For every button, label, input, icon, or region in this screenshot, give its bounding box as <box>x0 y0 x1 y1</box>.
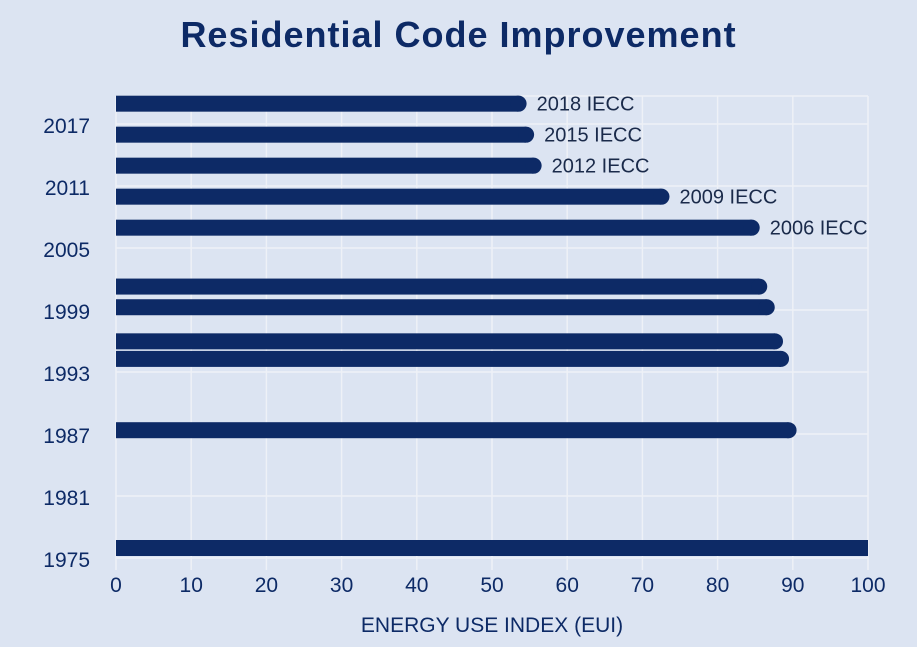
bar <box>116 422 797 439</box>
bar-labels: 2006 IECC 2009 IECC 2012 IECC 2015 IECC 2018… <box>537 94 868 240</box>
bar-label: 2018 IECC <box>537 94 635 116</box>
x-tick-label: 20 <box>255 574 278 597</box>
bar-label: 2012 IECC <box>552 156 650 178</box>
x-tick-label: 40 <box>405 574 428 597</box>
bar-body <box>116 333 776 350</box>
bar-body <box>116 422 789 439</box>
bar-cap <box>518 126 535 143</box>
bar-cap <box>767 333 784 350</box>
bar <box>116 126 535 143</box>
bar <box>116 540 868 556</box>
y-tick-label: 2017 <box>43 115 90 138</box>
bar <box>116 278 768 295</box>
bar <box>116 299 775 316</box>
chart-title: Residential Code Improvement <box>180 14 737 55</box>
bar-body <box>116 219 752 236</box>
grid-lines <box>115 95 869 570</box>
y-tick-label: 1999 <box>43 301 90 324</box>
bar-body <box>116 540 868 556</box>
x-tick-label: 70 <box>631 574 654 597</box>
bar-label: 2009 IECC <box>679 187 777 209</box>
x-tick-label: 0 <box>110 574 122 597</box>
x-tick-label: 80 <box>706 574 729 597</box>
bar <box>116 157 542 174</box>
bar-body <box>116 299 767 316</box>
bar-cap <box>780 422 797 439</box>
y-tick-label: 1975 <box>43 549 90 572</box>
x-tick-label: 90 <box>781 574 804 597</box>
bar <box>116 350 790 367</box>
bar-cap <box>743 219 760 236</box>
bar-body <box>116 126 527 143</box>
bar <box>116 188 670 205</box>
bar <box>116 219 760 236</box>
bar-body <box>116 188 662 205</box>
bar-cap <box>773 350 790 367</box>
x-tick-label: 60 <box>556 574 579 597</box>
bar-cap <box>525 157 542 174</box>
bar-label: 2015 IECC <box>544 125 642 147</box>
y-tick-label: 2011 <box>45 177 90 200</box>
bar-cap <box>758 299 775 316</box>
bar-body <box>116 95 519 112</box>
x-tick-label: 100 <box>850 574 885 597</box>
y-tick-labels: 1975 1981 1987 1993 1999 2005 2011 2017 <box>43 115 90 572</box>
bar-cap <box>510 95 527 112</box>
bar-body <box>116 350 782 367</box>
bar-label: 2006 IECC <box>770 218 868 240</box>
y-tick-label: 1993 <box>43 363 90 386</box>
bar-cap <box>751 278 768 295</box>
x-tick-labels: 0 10 20 30 40 50 60 70 80 90 100 <box>110 574 885 597</box>
y-tick-label: 1987 <box>43 425 90 448</box>
y-tick-label: 2005 <box>43 239 90 262</box>
x-tick-label: 50 <box>480 574 503 597</box>
x-axis-label: ENERGY USE INDEX (EUI) <box>360 614 624 637</box>
x-tick-label: 30 <box>330 574 353 597</box>
y-tick-label: 1981 <box>43 487 90 510</box>
bar-cap <box>653 188 670 205</box>
bar-body <box>116 278 760 295</box>
x-tick-label: 10 <box>180 574 203 597</box>
bar-body <box>116 157 534 174</box>
bars <box>116 95 868 556</box>
bar <box>116 95 527 112</box>
bar <box>116 333 784 350</box>
